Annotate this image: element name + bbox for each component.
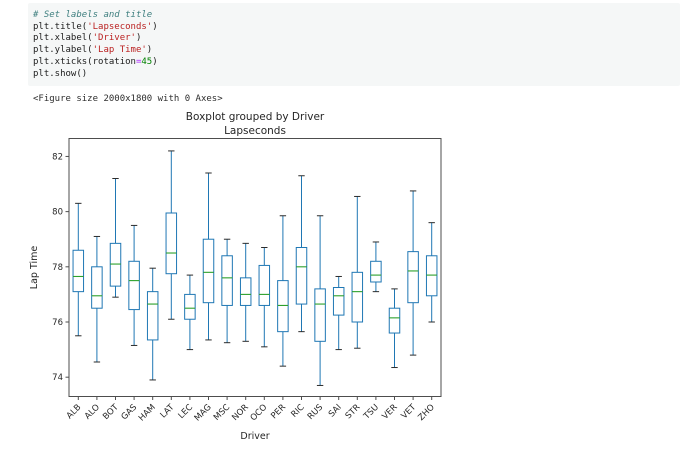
box-BOT [109,178,122,298]
y-tick-label: 78 [52,263,63,273]
x-tick-label: NOR [230,402,251,423]
x-tick-label: TSU [361,403,381,423]
cell-output-text: <Figure size 2000x1800 with 0 Axes> [33,94,223,104]
figure-output: Boxplot grouped by Driver Lapseconds 74 76 7… [26,111,456,449]
x-tick-label: RUS [306,403,325,422]
x-axis-label: Driver [240,431,269,442]
box-OCO [258,246,271,348]
code-line: plt.xticks(rotation=45) [33,56,158,67]
x-tick-label: VER [380,402,399,421]
box-NOR [239,242,252,342]
chart-subtitle: Lapseconds [224,125,286,137]
y-tick-label: 76 [52,318,63,328]
box-ALB [72,202,85,337]
x-tick-label: RIC [289,403,306,420]
axes-frame [68,138,442,397]
box-VER [388,288,401,369]
y-axis-label: Lap Time [29,246,40,290]
x-tick-label: ZHO [416,402,437,423]
box-PER [277,215,289,367]
box-VET [407,190,419,356]
x-tick-label: HAM [137,403,158,424]
box-SAI [332,275,345,351]
code-line: plt.show() [33,68,88,79]
x-tick-label: ALO [83,402,102,421]
box-STR [351,195,364,349]
box-LEC [184,274,196,351]
x-tick-label: STR [344,402,363,421]
box-RIC [295,175,308,333]
box-LAT [165,150,178,320]
code-editor[interactable]: # Set labels and title plt.title('Lapseco… [33,10,670,80]
x-tick-label: SAI [327,403,344,420]
x-tick-label: LAT [159,402,177,420]
y-tick-label: 82 [52,152,63,162]
code-line: plt.title('Lapseconds') [33,21,158,32]
x-tick-label: VET [400,402,419,421]
box-MSC [221,238,233,344]
y-tick-label: 80 [52,208,63,218]
x-tick-label: LEC [177,403,195,421]
boxplot-chart: Boxplot grouped by Driver Lapseconds 74 76 7… [29,111,442,442]
box-TSU [370,241,382,293]
box-GAS [128,224,140,346]
code-cell[interactable]: # Set labels and title plt.title('Lapseco… [28,3,680,86]
box-ZHO [425,222,438,323]
x-tick-label: MAG [193,403,214,424]
x-tick-label: PER [269,402,288,421]
y-tick-label: 74 [52,373,63,383]
x-tick-label: OCO [249,402,270,423]
x-tick-label: MSC [212,403,232,423]
box-MAG [202,172,215,341]
box-ALO [91,235,103,363]
chart-title: Boxplot grouped by Driver [186,112,325,123]
code-line: # Set labels and title [33,10,153,20]
box-RUS [314,215,326,386]
x-tick-label: ALB [65,402,84,421]
code-line: plt.xlabel('Driver') [33,33,142,44]
box-HAM [146,267,159,381]
code-line: plt.ylabel('Lap Time') [33,45,153,56]
x-tick-label: BOT [101,402,121,422]
x-tick-label: GAS [120,403,140,423]
